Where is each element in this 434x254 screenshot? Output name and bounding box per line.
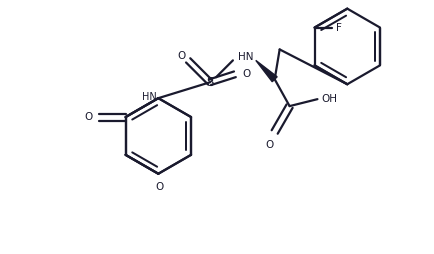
Polygon shape bbox=[256, 60, 277, 82]
Text: OH: OH bbox=[322, 94, 337, 104]
Text: O: O bbox=[84, 112, 92, 122]
Text: O: O bbox=[266, 140, 274, 150]
Text: HN: HN bbox=[238, 52, 253, 62]
Text: O: O bbox=[243, 69, 251, 79]
Text: HN: HN bbox=[141, 92, 156, 102]
Text: O: O bbox=[155, 182, 164, 192]
Text: O: O bbox=[177, 51, 185, 61]
Text: S: S bbox=[206, 76, 214, 89]
Text: F: F bbox=[336, 23, 342, 33]
